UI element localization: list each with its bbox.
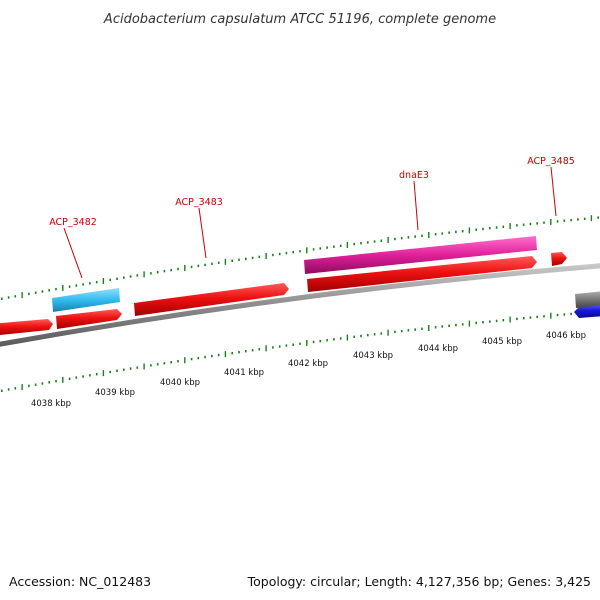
gene-feature[interactable] (0, 319, 53, 336)
map-title: Acidobacterium capsulatum ATCC 51196, co… (103, 12, 496, 27)
kbp-label: 4043 kbp (353, 351, 393, 361)
gene-label-leaders (63, 166, 557, 279)
gene-feature[interactable] (575, 291, 600, 308)
gene-feature[interactable] (134, 283, 289, 316)
gene-label-acp-3485[interactable]: ACP_3485 (527, 156, 575, 167)
genome-summary-text: Topology: circular; Length: 4,127,356 bp… (247, 574, 591, 589)
leader-line (198, 207, 207, 259)
gene-feature[interactable] (307, 256, 537, 292)
accession-text: Accession: NC_012483 (9, 574, 151, 589)
outer-tick-track (0, 215, 600, 300)
gene-track (0, 236, 600, 336)
gene-feature[interactable] (56, 309, 122, 329)
gene-feature-dnae3[interactable] (304, 236, 537, 274)
gene-label-acp-3482[interactable]: ACP_3482 (49, 217, 97, 228)
kbp-label: 4039 kbp (95, 388, 135, 398)
kbp-label: 4046 kbp (546, 331, 586, 341)
kbp-label: 4041 kbp (224, 368, 264, 378)
gene-label-dnae3[interactable]: dnaE3 (399, 170, 429, 181)
kbp-label: 4042 kbp (288, 359, 328, 369)
kbp-label: 4045 kbp (482, 337, 522, 347)
gene-feature[interactable] (551, 252, 567, 266)
leader-line (413, 180, 419, 231)
kbp-label: 4038 kbp (31, 399, 71, 409)
kbp-label: 4040 kbp (160, 378, 200, 388)
genome-backbone (0, 263, 600, 347)
gene-label-acp-3483[interactable]: ACP_3483 (175, 197, 223, 208)
kbp-label: 4044 kbp (418, 344, 458, 354)
leader-line (63, 227, 83, 279)
gene-feature-acp-3482[interactable] (52, 288, 120, 312)
leader-line (550, 166, 557, 217)
kbp-scale-labels: 4038 kbp 4039 kbp 4040 kbp 4041 kbp 4042… (31, 331, 586, 409)
